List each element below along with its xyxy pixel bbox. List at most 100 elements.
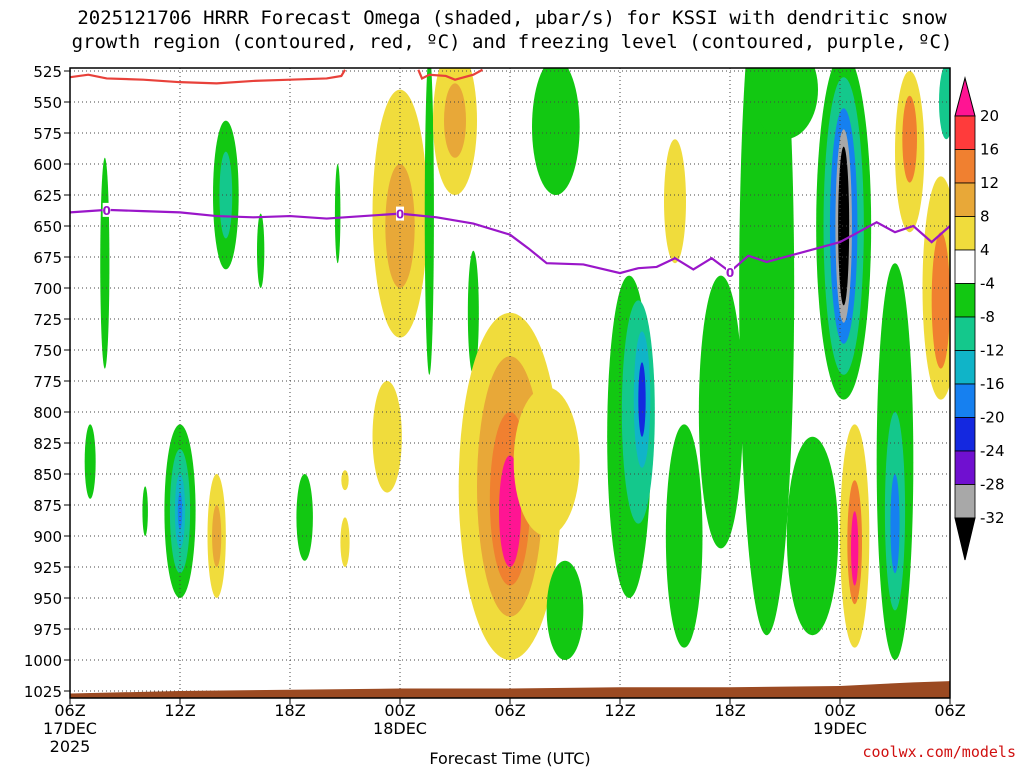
colorbar-seg-8 — [954, 350, 976, 385]
omega-feature-47 — [851, 511, 859, 586]
xtick-year-0: 2025 — [50, 737, 91, 756]
ytick-label-700: 700 — [33, 280, 62, 298]
title-line-2: growth region (contoured, red, ºC) and f… — [71, 31, 953, 53]
terrain — [70, 681, 950, 698]
colorbar-label-2: 12 — [980, 174, 999, 192]
ytick-label-975: 975 — [33, 621, 62, 639]
ytick-label-900: 900 — [33, 528, 62, 546]
colorbar-label-0: 20 — [980, 107, 999, 125]
terrain-fill — [70, 681, 950, 698]
colorbar-label-8: -16 — [980, 375, 1005, 393]
ytick-label-800: 800 — [33, 404, 62, 422]
colorbar-label-13: -36 — [980, 0, 1005, 4]
grid-lines — [70, 68, 950, 698]
omega-feature-37 — [739, 68, 795, 636]
colorbar-label-9: -20 — [980, 409, 1005, 427]
xtick-label-1: 12Z — [164, 701, 195, 720]
omega-feature-14 — [340, 517, 350, 567]
omega-feature-33 — [638, 362, 646, 437]
freezing-label-2: 0 — [726, 266, 734, 280]
omega-feature-35 — [664, 139, 686, 264]
colorbar-seg-9 — [954, 383, 976, 418]
xtick-date-0: 17DEC — [43, 719, 97, 738]
colorbar-label-10: -24 — [980, 442, 1005, 460]
colorbar-seg-11 — [954, 450, 976, 485]
xtick-label-8: 06Z — [934, 701, 965, 720]
ytick-label-950: 950 — [33, 590, 62, 608]
ytick-label-1025: 1025 — [24, 683, 62, 701]
colorbar-label-6: -8 — [980, 308, 995, 326]
omega-feature-1 — [84, 424, 96, 499]
colorbar-seg-10 — [954, 417, 976, 452]
colorbar-seg-5 — [954, 249, 976, 284]
colorbar-label-11: -28 — [980, 476, 1005, 494]
x-axis-title: Forecast Time (UTC) — [429, 749, 590, 768]
ytick-label-600: 600 — [33, 156, 62, 174]
ytick-label-825: 825 — [33, 435, 62, 453]
omega-feature-15 — [341, 470, 349, 491]
xtick-label-4: 06Z — [494, 701, 525, 720]
ytick-label-775: 775 — [33, 373, 62, 391]
omega-feature-39 — [786, 436, 839, 636]
title-line-1: 2025121706 HRRR Forecast Omega (shaded, … — [77, 7, 947, 29]
dgz-contour-2 — [417, 68, 484, 81]
ytick-label-750: 750 — [33, 342, 62, 360]
omega-feature-54 — [931, 232, 950, 369]
xtick-label-3: 00Z — [384, 701, 415, 720]
omega-shading — [84, 68, 950, 661]
freezing-label-bg-0 — [102, 202, 111, 217]
omega-feature-19 — [424, 68, 434, 375]
omega-feature-29 — [546, 560, 584, 661]
omega-feature-17 — [385, 164, 415, 288]
colorbar-label-4: 4 — [980, 241, 990, 259]
freezing-label-bg-2 — [726, 264, 734, 279]
ytick-label-650: 650 — [33, 218, 62, 236]
colorbar-seg-4 — [954, 216, 976, 251]
omega-feature-18 — [372, 381, 402, 493]
ytick-label-525: 525 — [33, 63, 62, 81]
omega-feature-6 — [177, 492, 183, 530]
colorbar-seg-6 — [954, 283, 976, 318]
xtick-date-3: 18DEC — [373, 719, 427, 738]
xtick-label-6: 18Z — [714, 701, 745, 720]
y-axis: 525 550 575 600 625 650 675 700 725 750 775 800 825 8… — [24, 63, 70, 701]
colorbar-label-12: -32 — [980, 509, 1005, 527]
ytick-label-550: 550 — [33, 94, 62, 112]
omega-feature-52 — [902, 95, 918, 183]
omega-feature-50 — [890, 473, 900, 574]
omega-feature-2 — [142, 486, 148, 536]
omega-feature-34 — [665, 424, 703, 648]
colorbar: 20 16 12 8 4 -4 -8 -12 -16 -20 -24 -28 -32 -36 — [954, 0, 1005, 561]
contours: 0 0 0 — [70, 68, 950, 280]
xtick-label-0: 06Z — [54, 701, 85, 720]
credit-link[interactable]: coolwx.com/models — [862, 743, 1016, 761]
omega-feature-28 — [532, 68, 580, 195]
omega-feature-21 — [444, 83, 466, 158]
colorbar-label-7: -12 — [980, 342, 1005, 360]
omega-feature-44 — [838, 146, 850, 306]
ytick-label-675: 675 — [33, 249, 62, 267]
omega-feature-36 — [698, 275, 743, 549]
omega-feature-13 — [334, 164, 341, 264]
xtick-label-7: 00Z — [824, 701, 855, 720]
dgz-contour — [70, 69, 346, 85]
omega-feature-12 — [257, 213, 265, 288]
omega-feature-0 — [100, 157, 110, 369]
ytick-label-575: 575 — [33, 125, 62, 143]
ytick-label-850: 850 — [33, 466, 62, 484]
omega-feature-22 — [467, 250, 479, 375]
colorbar-seg-3 — [954, 182, 976, 217]
freezing-label-0: 0 — [102, 204, 110, 218]
freezing-label-1: 0 — [396, 208, 404, 222]
colorbar-label-5: -4 — [980, 275, 995, 293]
ytick-label-725: 725 — [33, 311, 62, 329]
ytick-label-625: 625 — [33, 187, 62, 205]
ytick-label-1000: 1000 — [24, 652, 62, 670]
colorbar-seg-1 — [954, 115, 976, 150]
xtick-date-7: 19DEC — [813, 719, 867, 738]
freezing-level-contour — [70, 208, 950, 275]
colorbar-seg-2 — [954, 149, 976, 184]
ytick-label-925: 925 — [33, 559, 62, 577]
